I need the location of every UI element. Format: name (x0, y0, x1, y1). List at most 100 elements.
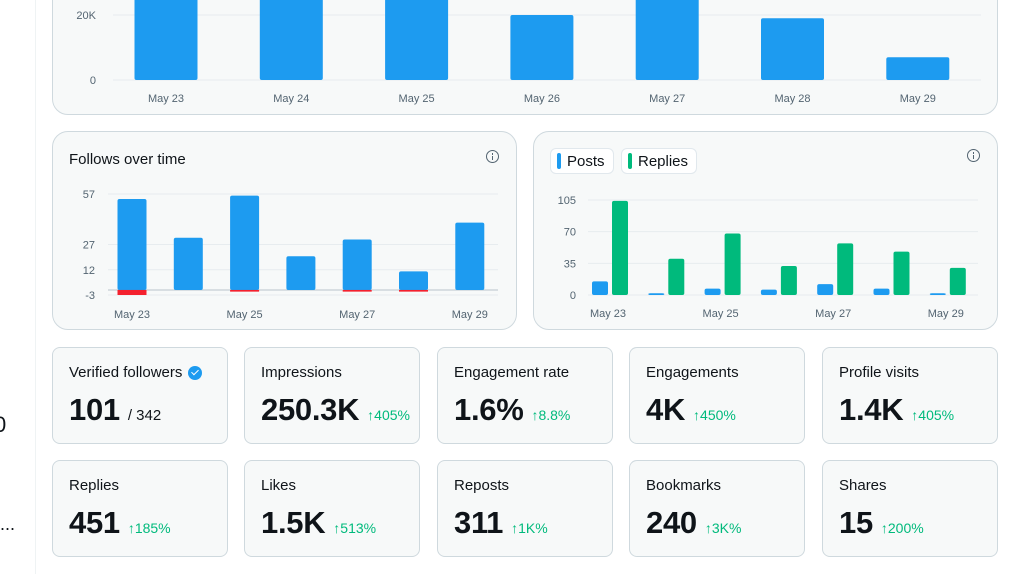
follows-bar-chart: -3 12 27 57 May 23 May 25 May 27 May 29 (83, 189, 498, 321)
posts-bar (929, 293, 946, 295)
metric-label-text: Verified followers (69, 364, 183, 381)
metric-change: ↑450% (693, 407, 736, 423)
metric-change: ↑8.8% (531, 407, 571, 423)
y-tick-label: 57 (83, 189, 95, 201)
impressions-bar (259, 0, 323, 80)
metric-label-text: Likes (261, 477, 297, 494)
unfollows-bar (342, 289, 372, 292)
metric-value-row: 451 ↑185% (69, 505, 171, 541)
metric-card-engagements[interactable]: Engagements 4K ↑450% (629, 347, 805, 444)
metric-value: 250.3K (261, 392, 360, 427)
metric-value-row: 250.3K ↑405% (261, 392, 410, 428)
follows-bar (455, 222, 485, 290)
posts-bar (817, 284, 834, 295)
cutoff-text-fragment: 0 (0, 412, 7, 437)
metric-change: ↑185% (127, 520, 171, 536)
x-tick-label: May 27 (815, 308, 851, 320)
x-tick-label: May 27 (649, 93, 685, 105)
y-tick-label: 0 (570, 290, 576, 302)
y-tick-label: 27 (83, 240, 95, 252)
metric-value-row: 1.5K ↑513% (261, 505, 376, 541)
follows-bar (230, 195, 260, 290)
metric-label: Engagements (646, 364, 739, 381)
y-tick-label: 35 (564, 258, 576, 270)
metric-card-replies[interactable]: Replies 451 ↑185% (52, 460, 228, 557)
x-tick-label: May 29 (928, 308, 964, 320)
x-tick-label: May 29 (452, 309, 488, 321)
metric-change: ↑513% (333, 520, 377, 536)
x-tick-label: May 23 (590, 308, 626, 320)
metric-value-row: 1.4K ↑405% (839, 392, 954, 428)
metric-change: ↑3K% (704, 520, 742, 536)
metric-card-shares[interactable]: Shares 15 ↑200% (822, 460, 998, 557)
x-tick-label: May 28 (774, 93, 810, 105)
metric-label: Impressions (261, 364, 342, 381)
y-tick-label: 12 (83, 265, 95, 277)
metric-label-text: Engagement rate (454, 364, 570, 381)
metric-label: Shares (839, 477, 887, 494)
posts-bar (760, 289, 777, 295)
x-tick-label: May 25 (703, 308, 739, 320)
legend-swatch (628, 153, 632, 169)
metric-label-text: Reposts (454, 477, 510, 494)
x-tick-label: May 29 (900, 93, 936, 105)
follows-bar (117, 199, 147, 290)
metric-label-text: Profile visits (839, 364, 920, 381)
impressions-bar (134, 0, 198, 80)
x-tick-label: May 26 (524, 93, 560, 105)
metric-label-text: Impressions (261, 364, 342, 381)
legend-posts[interactable]: Posts (550, 148, 614, 174)
x-tick-label: May 23 (114, 309, 150, 321)
x-tick-label: May 25 (399, 93, 435, 105)
impressions-chart-card: 0 20K May 23 May 24 May 25 May 26 May 27 May 28… (52, 0, 998, 115)
y-tick-label: 70 (564, 227, 576, 239)
x-tick-label: May 24 (273, 93, 309, 105)
metric-card-reposts[interactable]: Reposts 311 ↑1K% (437, 460, 613, 557)
metric-card-verified-followers[interactable]: Verified followers 101 / 342 (52, 347, 228, 444)
replies-bar (780, 266, 797, 295)
metric-value-row: 101 / 342 (69, 392, 161, 428)
metric-value-row: 240 ↑3K% (646, 505, 741, 541)
follows-bar (286, 256, 316, 290)
replies-bar (612, 200, 628, 295)
replies-bar (724, 233, 741, 295)
unfollows-bar (117, 289, 147, 295)
metric-value: 4K (646, 392, 686, 427)
metric-value: 451 (69, 505, 120, 540)
metric-card-engagement-rate[interactable]: Engagement rate 1.6% ↑8.8% (437, 347, 613, 444)
y-tick-label: 0 (90, 75, 96, 87)
metric-card-bookmarks[interactable]: Bookmarks 240 ↑3K% (629, 460, 805, 557)
unfollows-bar (399, 289, 428, 292)
legend-label: Posts (567, 152, 605, 170)
metric-value-row: 1.6% ↑8.8% (454, 392, 570, 428)
impressions-bar (385, 0, 449, 80)
posts-bar (704, 288, 721, 295)
metric-label: Engagement rate (454, 364, 569, 381)
metric-card-impressions[interactable]: Impressions 250.3K ↑405% (244, 347, 420, 444)
metric-label: Profile visits (839, 364, 919, 381)
metric-value: 1.4K (839, 392, 904, 427)
metric-value-row: 15 ↑200% (839, 505, 924, 541)
verified-badge-icon (188, 365, 203, 380)
metric-label: Reposts (454, 477, 509, 494)
legend-replies[interactable]: Replies (621, 148, 698, 174)
metric-label: Verified followers (69, 364, 203, 381)
metric-label-text: Shares (839, 477, 887, 494)
follows-bar (399, 271, 428, 290)
replies-bar (893, 251, 910, 295)
info-icon[interactable] (486, 150, 499, 163)
x-tick-label: May 27 (339, 309, 375, 321)
metric-value: 1.5K (261, 505, 326, 540)
metric-value: 15 (839, 505, 873, 540)
metric-value: 101 (69, 392, 120, 427)
follows-bar (173, 237, 203, 290)
metric-card-likes[interactable]: Likes 1.5K ↑513% (244, 460, 420, 557)
y-tick-label: 105 (558, 195, 576, 207)
impressions-bar (510, 15, 574, 80)
metric-label: Replies (69, 477, 119, 494)
metric-change: ↑405% (367, 407, 410, 423)
metric-change: ↑1K% (511, 520, 548, 536)
info-icon[interactable] (967, 149, 980, 162)
replies-bar (668, 258, 685, 295)
metric-card-profile-visits[interactable]: Profile visits 1.4K ↑405% (822, 347, 998, 444)
